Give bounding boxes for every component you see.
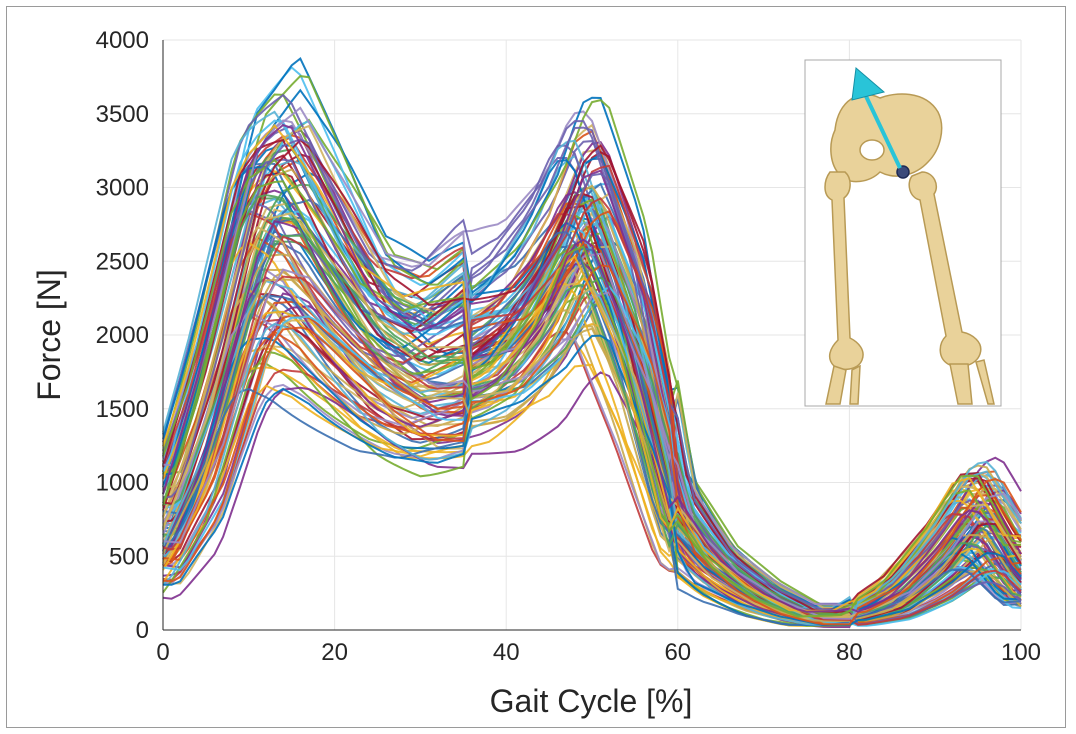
x-tick-labels: 0 20 40 60 80 100	[156, 639, 1041, 666]
force-curve	[163, 334, 1022, 626]
x-tick-label: 0	[156, 639, 169, 666]
y-tick-label: 500	[109, 543, 149, 570]
x-tick-label: 40	[493, 639, 520, 666]
force-curve	[162, 278, 1022, 623]
y-tick-label: 1000	[96, 470, 149, 497]
x-axis-label: Gait Cycle [%]	[490, 683, 693, 719]
y-tick-label: 2000	[96, 322, 149, 349]
y-tick-label: 1500	[96, 396, 149, 423]
force-curve	[162, 209, 1022, 621]
y-tick-label: 4000	[96, 27, 149, 54]
x-tick-label: 100	[1001, 639, 1041, 666]
y-tick-label: 3000	[96, 175, 149, 202]
force-curve	[162, 363, 1022, 627]
x-tick-label: 20	[321, 639, 348, 666]
x-tick-label: 80	[836, 639, 863, 666]
y-tick-label: 0	[136, 617, 149, 644]
force-curve	[162, 194, 1022, 616]
force-curve	[162, 197, 1022, 626]
force-curves	[162, 57, 1022, 628]
x-tick-label: 60	[664, 639, 691, 666]
force-curve	[162, 211, 1022, 618]
y-tick-label: 3500	[96, 101, 149, 128]
force-curve	[162, 180, 1022, 618]
force-arrow-icon	[851, 67, 902, 169]
force-curve	[162, 123, 1022, 613]
pelvis-femur-inset	[804, 59, 1002, 407]
force-curve	[162, 138, 1022, 621]
y-tick-labels: 0 500 1000 1500 2000 2500 3000 3500 4000	[96, 27, 149, 644]
y-axis-label: Force [N]	[31, 269, 67, 401]
y-tick-label: 2500	[96, 248, 149, 275]
axes	[162, 40, 1021, 631]
force-curve	[162, 264, 1022, 626]
force-curve	[162, 158, 1022, 614]
figure-frame	[6, 6, 1066, 728]
force-curve	[162, 123, 1022, 613]
